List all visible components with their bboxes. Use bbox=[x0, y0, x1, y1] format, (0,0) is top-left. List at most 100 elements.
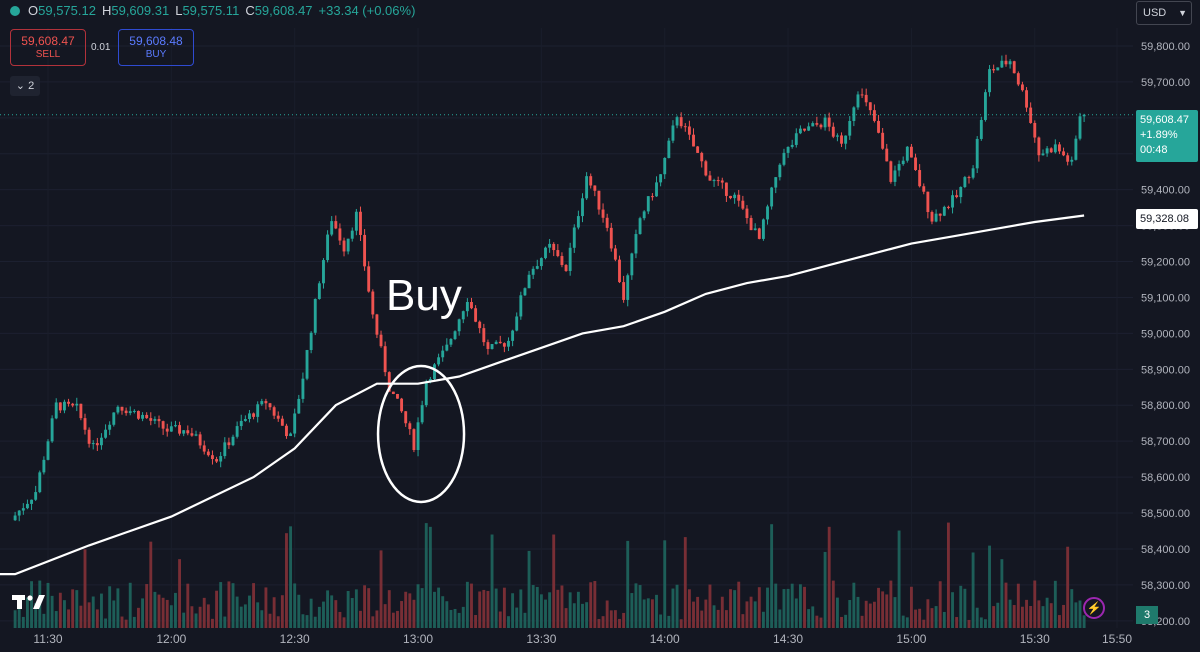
volume-bar bbox=[626, 540, 630, 628]
price-tick-label: 58,900.00 bbox=[1141, 364, 1190, 376]
volume-bar bbox=[46, 582, 50, 628]
candle-body bbox=[650, 196, 654, 198]
volume-bar bbox=[601, 616, 605, 628]
volume-bar bbox=[778, 609, 782, 628]
volume-bar bbox=[165, 599, 169, 628]
volume-bar bbox=[914, 609, 917, 628]
tradingview-logo-icon[interactable] bbox=[12, 592, 46, 612]
volume-bar bbox=[535, 586, 539, 628]
candle-body bbox=[449, 339, 453, 345]
candle-body bbox=[441, 350, 445, 358]
candle-body bbox=[132, 410, 136, 412]
volume-bar bbox=[618, 618, 621, 628]
candle-body bbox=[712, 180, 716, 182]
volume-bar bbox=[955, 617, 959, 628]
buy-annotation-circle bbox=[376, 364, 466, 504]
candle-body bbox=[354, 211, 358, 231]
volume-bar bbox=[285, 533, 288, 628]
candle-body bbox=[992, 69, 996, 71]
candle-body bbox=[918, 170, 922, 187]
candle-body bbox=[326, 234, 330, 261]
candle-body bbox=[1078, 116, 1082, 139]
candle-body bbox=[609, 227, 613, 249]
volume-bar bbox=[437, 587, 441, 628]
candle-body bbox=[400, 398, 404, 412]
candle-body bbox=[901, 160, 905, 165]
candle-body bbox=[252, 413, 256, 417]
candle-body bbox=[930, 212, 934, 222]
candle-body bbox=[95, 443, 99, 446]
volume-bar bbox=[663, 540, 667, 628]
volume-bar bbox=[79, 605, 83, 628]
ma-line bbox=[0, 214, 1085, 576]
candle-body bbox=[671, 125, 675, 141]
candle-body bbox=[634, 234, 638, 254]
candle-body bbox=[1033, 122, 1037, 138]
volume-bar bbox=[490, 534, 494, 628]
low-value: 59,575.11 bbox=[182, 3, 240, 18]
volume-bar bbox=[227, 581, 231, 628]
volume-bar bbox=[720, 596, 724, 628]
candle-body bbox=[605, 217, 609, 228]
candle-body bbox=[840, 135, 843, 144]
time-tick-label: 13:30 bbox=[526, 632, 556, 646]
volume-bar bbox=[482, 589, 486, 628]
candle-body bbox=[696, 146, 700, 153]
volume-bar bbox=[967, 619, 971, 628]
candle-body bbox=[157, 419, 161, 422]
volume-bar bbox=[979, 617, 983, 628]
volume-bar bbox=[153, 591, 157, 628]
candle-body bbox=[256, 404, 260, 417]
time-tick-label: 15:30 bbox=[1020, 632, 1050, 646]
volume-bar bbox=[157, 594, 161, 628]
candle-body bbox=[211, 455, 214, 460]
candle-body bbox=[753, 228, 757, 231]
candle-body bbox=[190, 433, 194, 436]
volume-bar bbox=[457, 612, 461, 628]
candle-body bbox=[420, 405, 424, 423]
volume-bar bbox=[494, 588, 498, 628]
candle-body bbox=[186, 430, 190, 434]
candle-body bbox=[375, 314, 379, 335]
candle-body bbox=[371, 291, 375, 315]
candle-body bbox=[408, 423, 412, 430]
candle-body bbox=[128, 411, 132, 414]
volume-bar bbox=[1008, 599, 1012, 628]
volume-bar bbox=[704, 599, 708, 628]
volume-bar bbox=[289, 526, 293, 628]
candle-body bbox=[227, 442, 231, 446]
candle-body bbox=[527, 274, 531, 289]
volume-bar bbox=[211, 618, 214, 628]
candle-body bbox=[494, 341, 498, 345]
candle-body bbox=[889, 161, 893, 182]
candle-body bbox=[474, 308, 478, 322]
volume-bar bbox=[465, 581, 469, 628]
candle-body bbox=[786, 146, 790, 153]
volume-bar bbox=[248, 595, 251, 628]
candle-body bbox=[531, 268, 535, 275]
volume-bar bbox=[375, 610, 379, 628]
volume-bar bbox=[831, 580, 835, 628]
volume-bar bbox=[930, 608, 934, 628]
candle-body bbox=[34, 492, 38, 500]
lightning-icon[interactable]: ⚡ bbox=[1083, 597, 1105, 619]
currency-select[interactable]: USD ▼ bbox=[1136, 1, 1192, 25]
sell-button[interactable]: 59,608.47 SELL bbox=[10, 29, 86, 66]
volume-bar bbox=[486, 590, 490, 628]
candle-body bbox=[659, 174, 663, 183]
volume-bar bbox=[856, 596, 860, 628]
volume-bar bbox=[692, 601, 695, 628]
volume-bar bbox=[235, 596, 239, 628]
indicators-toggle[interactable]: ⌄ 2 bbox=[10, 76, 40, 96]
candle-body bbox=[433, 364, 436, 379]
buy-button[interactable]: 59,608.48 BUY bbox=[118, 29, 194, 66]
candle-body bbox=[465, 302, 469, 312]
volume-bar bbox=[264, 587, 268, 628]
candle-body bbox=[38, 472, 42, 493]
candle-body bbox=[988, 69, 991, 93]
volume-bar bbox=[696, 596, 700, 628]
candle-body bbox=[404, 411, 408, 424]
candle-body bbox=[938, 213, 942, 216]
volume-bar bbox=[194, 613, 198, 628]
